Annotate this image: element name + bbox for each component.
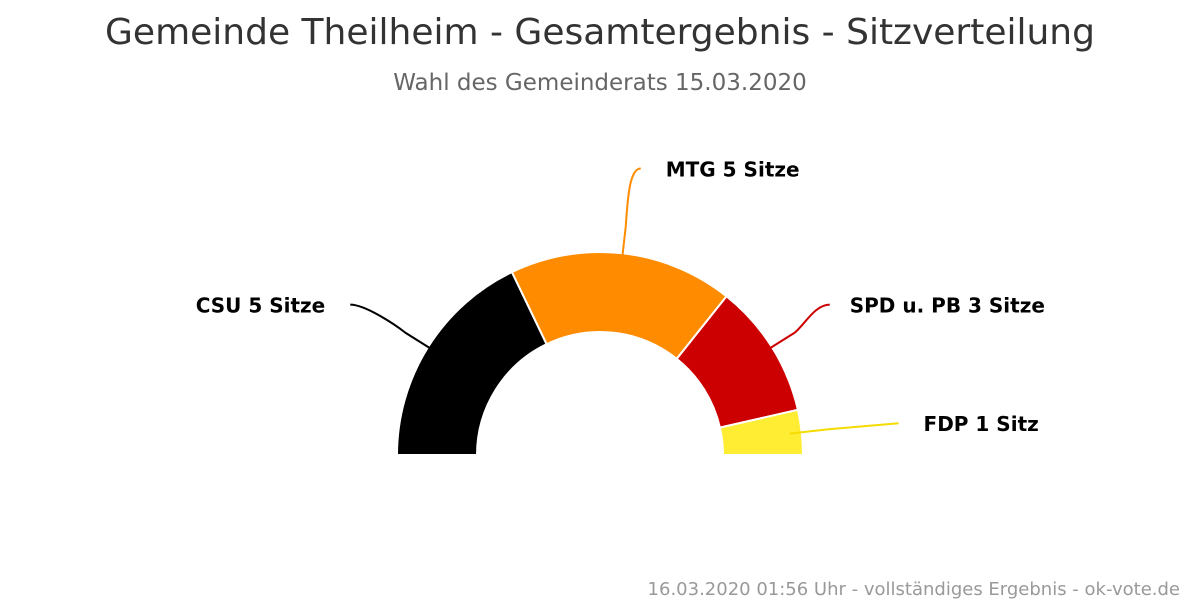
connectors-group	[350, 167, 899, 435]
labels-group: CSU 5 Sitze MTG 5 Sitze SPD u. PB 3 Sitze F…	[196, 157, 1045, 436]
data-label-fdp: FDP 1 Sitz	[924, 412, 1039, 436]
connector-spd-u-pb	[761, 303, 830, 355]
data-label-csu: CSU 5 Sitze	[196, 294, 326, 318]
connector-fdp	[789, 422, 899, 435]
chart-subtitle: Wahl des Gemeinderats 15.03.2020	[393, 70, 807, 96]
connector-mtg	[620, 167, 642, 266]
data-label-mtg: MTG 5 Sitze	[666, 157, 800, 181]
chart-title: Gemeinde Theilheim - Gesamtergebnis - Si…	[105, 12, 1095, 53]
slices-group	[396, 251, 804, 456]
slice-mtg[interactable]	[510, 251, 728, 360]
data-label-spd-u-pb: SPD u. PB 3 Sitze	[850, 294, 1045, 318]
connector-csu	[350, 303, 439, 355]
slice-csu[interactable]	[396, 271, 548, 456]
slice-fdp[interactable]	[718, 408, 804, 456]
chart-credits: 16.03.2020 01:56 Uhr - vollständiges Erg…	[647, 579, 1180, 600]
